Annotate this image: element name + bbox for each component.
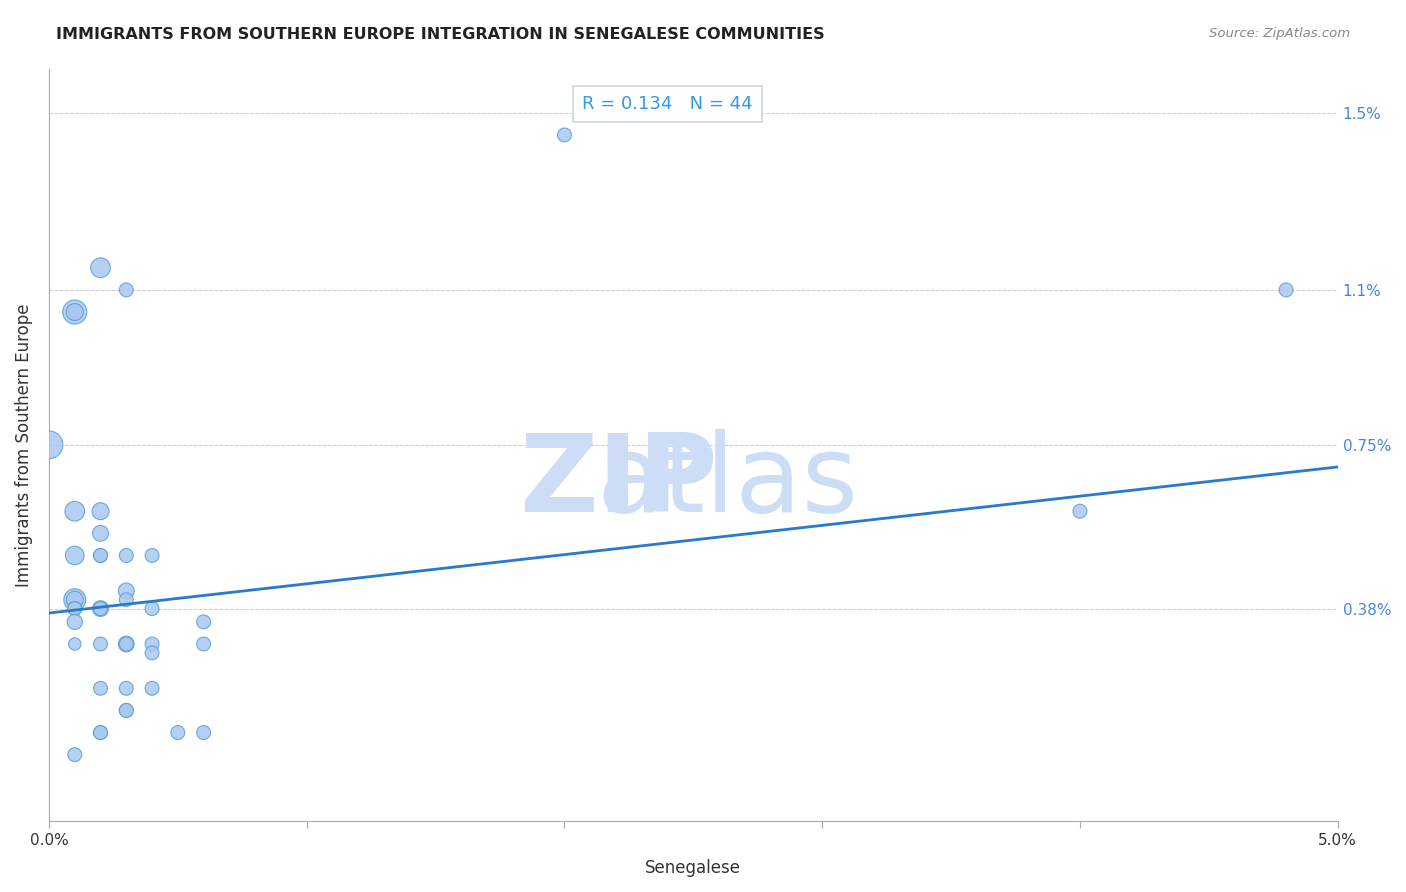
Point: [193, 725, 215, 739]
Point: [141, 681, 163, 696]
Point: [115, 592, 138, 607]
Y-axis label: Immigrants from Southern Europe: Immigrants from Southern Europe: [15, 303, 32, 587]
Point: [115, 703, 138, 717]
Point: [1069, 504, 1091, 518]
Point: [63, 305, 86, 319]
Point: [115, 549, 138, 563]
Point: [115, 583, 138, 598]
Point: [89, 549, 111, 563]
Point: [63, 592, 86, 607]
Point: [89, 601, 111, 615]
Text: atlas: atlas: [596, 429, 858, 535]
Text: R = 0.134   N = 44: R = 0.134 N = 44: [582, 95, 752, 113]
Point: [115, 637, 138, 651]
X-axis label: Senegalese: Senegalese: [645, 859, 741, 877]
Point: [166, 725, 188, 739]
Point: [63, 601, 86, 615]
Point: [63, 592, 86, 607]
Text: Source: ZipAtlas.com: Source: ZipAtlas.com: [1209, 27, 1350, 40]
Point: [193, 615, 215, 629]
Point: [63, 549, 86, 563]
Point: [63, 504, 86, 518]
Point: [115, 703, 138, 717]
Point: [141, 601, 163, 615]
Point: [38, 438, 60, 452]
Point: [63, 747, 86, 762]
Point: [115, 283, 138, 297]
Point: [89, 637, 111, 651]
Point: [89, 681, 111, 696]
Text: ZIP: ZIP: [519, 429, 718, 535]
Point: [141, 646, 163, 660]
Point: [1275, 283, 1298, 297]
Point: [63, 615, 86, 629]
Text: IMMIGRANTS FROM SOUTHERN EUROPE INTEGRATION IN SENEGALESE COMMUNITIES: IMMIGRANTS FROM SOUTHERN EUROPE INTEGRAT…: [56, 27, 825, 42]
Point: [115, 681, 138, 696]
Point: [141, 549, 163, 563]
Point: [141, 637, 163, 651]
Point: [115, 637, 138, 651]
Point: [63, 601, 86, 615]
Point: [553, 128, 575, 142]
Point: [89, 725, 111, 739]
Point: [193, 637, 215, 651]
Point: [89, 504, 111, 518]
Point: [89, 260, 111, 275]
Point: [89, 526, 111, 541]
Point: [63, 637, 86, 651]
Point: [89, 725, 111, 739]
Point: [89, 601, 111, 615]
Point: [63, 305, 86, 319]
Point: [89, 549, 111, 563]
